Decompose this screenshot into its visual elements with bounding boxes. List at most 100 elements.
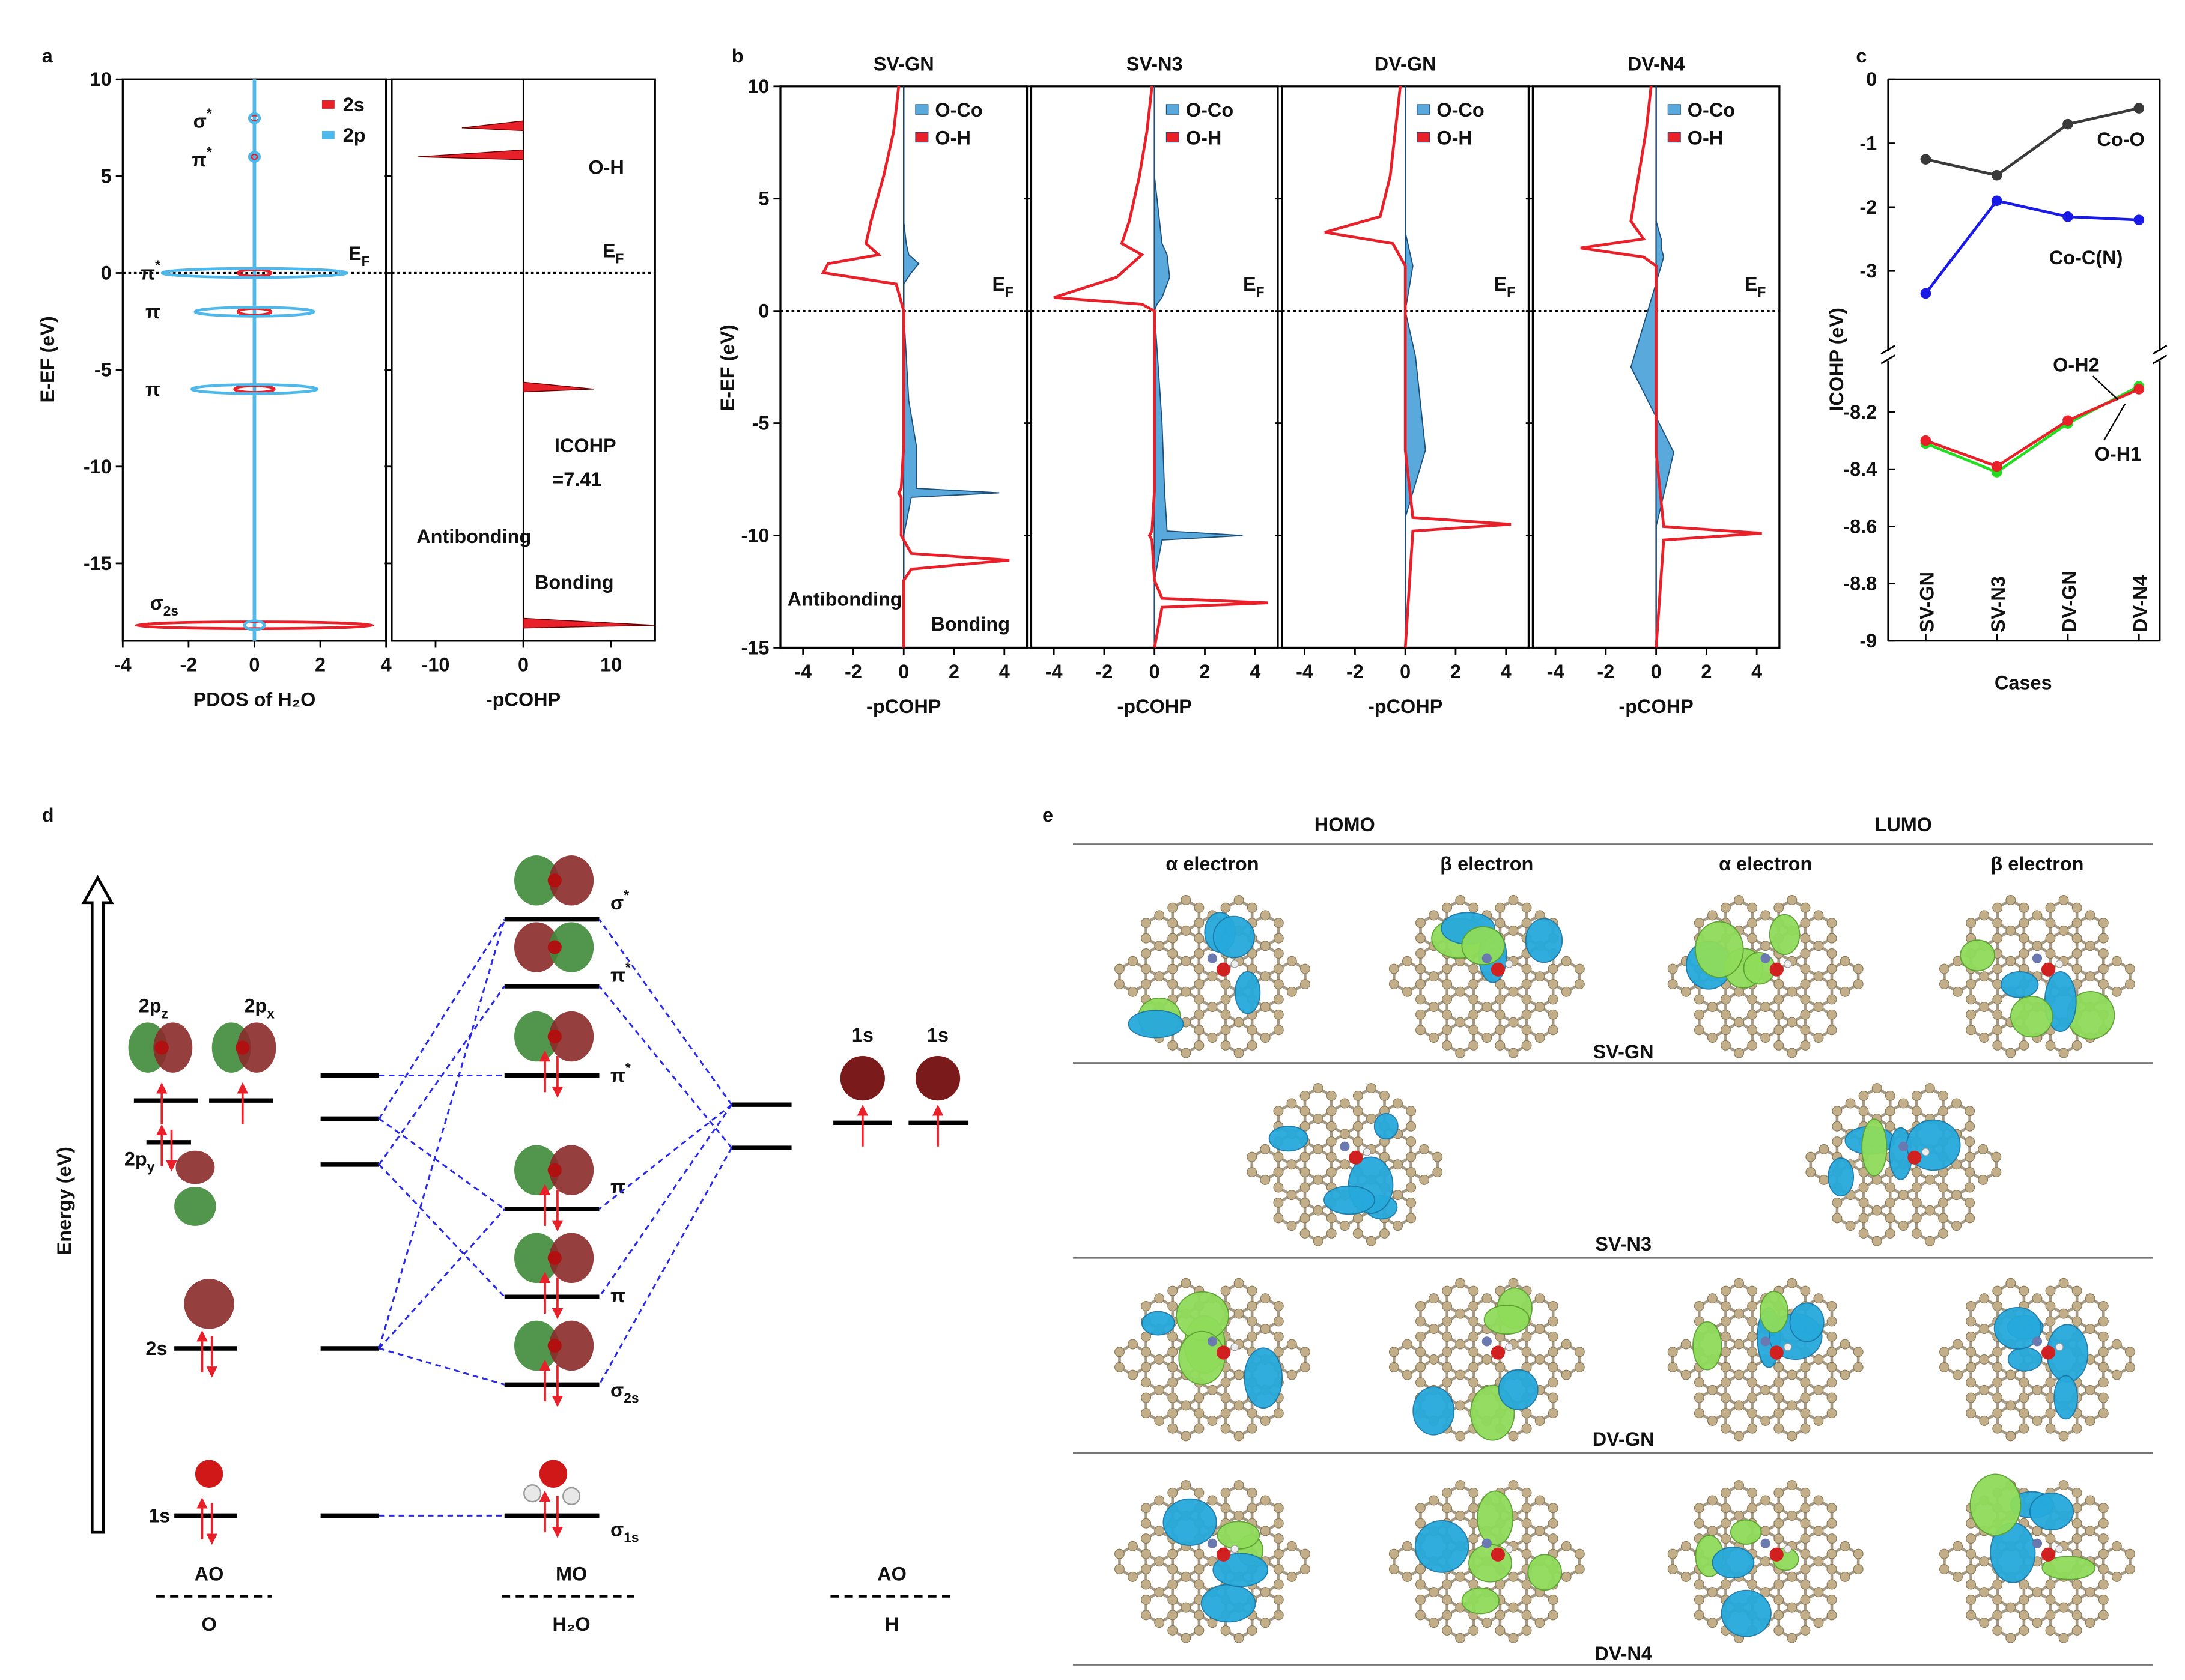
carbon-atom bbox=[1813, 1415, 1824, 1426]
x-tick-label: -4 bbox=[1547, 661, 1564, 682]
carbon-atom bbox=[1299, 1347, 1310, 1357]
carbon-atom bbox=[1548, 1518, 1558, 1529]
carbon-atom bbox=[1965, 1213, 1975, 1224]
carbon-atom bbox=[1141, 918, 1152, 929]
carbon-atom bbox=[1885, 1213, 1895, 1224]
carbon-atom bbox=[1141, 1548, 1152, 1559]
orbital-lobe bbox=[549, 922, 594, 972]
cohp-area bbox=[1405, 86, 1426, 648]
legend-swatch bbox=[321, 100, 335, 109]
carbon-atom bbox=[1965, 1151, 1975, 1162]
x-tick-label: 2 bbox=[1450, 661, 1461, 682]
carbon-atom bbox=[1548, 1594, 1558, 1605]
carbon-atom bbox=[1991, 1167, 2002, 1178]
carbon-atom bbox=[1429, 1002, 1439, 1013]
cobalt-atom bbox=[2032, 953, 2043, 963]
orbital-isosurface bbox=[1692, 1321, 1722, 1371]
carbon-atom bbox=[1442, 1316, 1453, 1327]
carbon-atom bbox=[2019, 918, 2029, 929]
carbon-atom bbox=[1273, 1518, 1284, 1529]
carbon-atom bbox=[1299, 1106, 1310, 1117]
carbon-atom bbox=[1181, 1400, 1191, 1411]
carbon-atom bbox=[1415, 918, 1426, 929]
carbon-atom bbox=[1154, 1384, 1165, 1395]
correlation-line bbox=[378, 1163, 505, 1298]
cohp-peak bbox=[523, 381, 594, 393]
cobalt-atom bbox=[1481, 953, 1492, 963]
carbon-atom bbox=[1326, 1090, 1337, 1101]
carbon-atom bbox=[1680, 1541, 1691, 1551]
carbon-atom bbox=[1939, 1347, 1949, 1357]
carbon-atom bbox=[1773, 1595, 1784, 1605]
carbon-atom bbox=[1707, 1495, 1718, 1506]
molecule bbox=[1939, 895, 2135, 1058]
carbon-atom bbox=[1694, 1408, 1704, 1419]
chart-title: SV-N3 bbox=[1126, 53, 1183, 75]
series-point bbox=[2133, 384, 2145, 395]
orbital-isosurface bbox=[2053, 1375, 2078, 1420]
column-subtitle: H₂O bbox=[553, 1613, 591, 1635]
legend-swatch bbox=[915, 104, 929, 115]
legend-label: O-Co bbox=[1436, 99, 1484, 121]
y-tick-label: -15 bbox=[84, 553, 112, 574]
carbon-atom bbox=[1339, 1129, 1350, 1139]
hydrogen-atom bbox=[2055, 960, 2064, 968]
carbon-atom bbox=[2019, 902, 2029, 913]
carbon-atom bbox=[1402, 1339, 1412, 1350]
orbital-isosurface bbox=[1268, 1126, 1308, 1152]
carbon-atom bbox=[1508, 1431, 1519, 1442]
carbon-atom bbox=[1167, 1423, 1178, 1434]
carbon-atom bbox=[1260, 971, 1271, 982]
pdos-peak bbox=[248, 151, 261, 163]
carbon-atom bbox=[1273, 1213, 1284, 1224]
carbon-atom bbox=[1141, 1518, 1152, 1529]
carbon-atom bbox=[1366, 1114, 1376, 1124]
carbon-atom bbox=[1508, 1633, 1519, 1643]
carbon-atom bbox=[1951, 1159, 1962, 1170]
orbital-isosurface bbox=[1414, 1520, 1469, 1573]
carbon-atom bbox=[1220, 1040, 1231, 1051]
carbon-atom bbox=[1773, 902, 1784, 913]
carbon-atom bbox=[1442, 994, 1453, 1005]
carbon-atom bbox=[1924, 1083, 1935, 1094]
carbon-atom bbox=[1415, 1331, 1426, 1342]
carbon-atom bbox=[2071, 963, 2082, 974]
carbon-atom bbox=[1154, 1526, 1165, 1536]
carbon-atom bbox=[1468, 994, 1479, 1005]
carbon-atom bbox=[1826, 1300, 1837, 1311]
carbon-atom bbox=[1167, 1040, 1178, 1051]
row-label: SV-N3 bbox=[1595, 1233, 1652, 1255]
carbon-atom bbox=[1800, 1503, 1811, 1514]
carbon-atom bbox=[2058, 1633, 2069, 1643]
carbon-atom bbox=[1141, 1377, 1152, 1388]
legend-label: O-H bbox=[1186, 127, 1221, 149]
carbon-atom bbox=[1773, 1392, 1784, 1403]
carbon-atom bbox=[1273, 1564, 1284, 1575]
carbon-atom bbox=[1181, 925, 1191, 936]
carbon-atom bbox=[1366, 1236, 1376, 1246]
carbon-atom bbox=[1534, 1618, 1545, 1628]
y-tick-label: -10 bbox=[84, 456, 112, 478]
carbon-atom bbox=[1442, 1040, 1453, 1051]
carbon-atom bbox=[1720, 1533, 1731, 1544]
x-tick-label: -2 bbox=[180, 654, 197, 675]
carbon-atom bbox=[1826, 1377, 1837, 1388]
carbon-atom bbox=[1898, 1098, 1909, 1109]
carbon-atom bbox=[2019, 1377, 2029, 1388]
carbon-atom bbox=[1141, 948, 1152, 959]
panel-label: d bbox=[42, 804, 54, 826]
y-tick-label: 0 bbox=[101, 262, 112, 284]
carbon-atom bbox=[1548, 1408, 1558, 1419]
carbon-atom bbox=[1911, 1167, 1922, 1178]
carbon-atom bbox=[1194, 1392, 1205, 1403]
x-tick-label: 0 bbox=[1149, 661, 1160, 682]
carbon-atom bbox=[1415, 933, 1426, 944]
carbon-atom bbox=[1667, 979, 1678, 990]
molecule bbox=[1114, 1480, 1310, 1643]
carbon-atom bbox=[1966, 1392, 1977, 1403]
orbital-label: 1s bbox=[852, 1024, 874, 1046]
orbital-isosurface bbox=[1162, 1498, 1217, 1546]
orbital-isosurface bbox=[1969, 1473, 2022, 1536]
carbon-atom bbox=[1680, 1571, 1691, 1582]
carbon-atom bbox=[2071, 902, 2082, 913]
